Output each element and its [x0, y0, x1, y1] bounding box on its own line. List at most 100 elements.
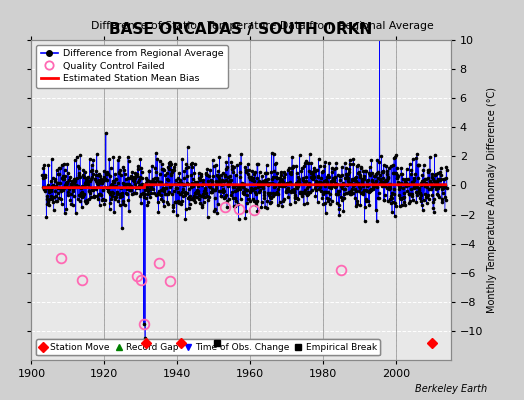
Point	[230, 163, 238, 170]
Point	[364, 181, 372, 188]
Point	[196, 192, 205, 199]
Point	[364, 170, 373, 176]
Point	[190, 160, 199, 167]
Point	[189, 195, 197, 202]
Point	[307, 175, 315, 182]
Point	[115, 154, 123, 160]
Point	[442, 175, 450, 181]
Point	[91, 176, 100, 182]
Point	[346, 191, 354, 197]
Point	[173, 175, 182, 182]
Point	[310, 174, 319, 181]
Point	[249, 186, 258, 192]
Point	[418, 172, 427, 178]
Point	[193, 182, 202, 189]
Point	[160, 187, 169, 193]
Point	[335, 212, 343, 219]
Point	[355, 183, 364, 189]
Point	[192, 190, 200, 196]
Point	[238, 182, 246, 189]
Point	[47, 192, 56, 199]
Point	[418, 202, 426, 208]
Point	[135, 184, 143, 191]
Point	[357, 177, 366, 184]
Point	[147, 184, 155, 190]
Point	[351, 186, 359, 192]
Point	[432, 186, 441, 192]
Point	[221, 172, 230, 178]
Point	[198, 202, 206, 208]
Point	[39, 175, 47, 182]
Point	[192, 187, 201, 194]
Point	[342, 165, 351, 171]
Point	[126, 187, 135, 193]
Point	[68, 179, 76, 186]
Point	[134, 166, 143, 173]
Point	[376, 172, 385, 178]
Point	[108, 178, 117, 184]
Point	[79, 192, 88, 199]
Point	[154, 198, 162, 205]
Point	[439, 190, 447, 196]
Point	[222, 159, 231, 166]
Point	[132, 190, 140, 196]
Point	[326, 191, 334, 197]
Point	[360, 187, 368, 193]
Point	[196, 176, 204, 183]
Point	[342, 175, 350, 182]
Point	[166, 162, 174, 168]
Point	[184, 205, 193, 211]
Point	[133, 184, 141, 190]
Point	[403, 181, 411, 187]
Point	[42, 201, 51, 207]
Point	[56, 180, 64, 186]
Point	[71, 176, 79, 182]
Point	[189, 176, 197, 182]
Point	[43, 193, 51, 200]
Point	[422, 194, 430, 200]
Point	[220, 194, 228, 201]
Point	[413, 162, 422, 168]
Point	[242, 167, 250, 173]
Point	[190, 192, 198, 199]
Point	[420, 177, 429, 184]
Point	[145, 178, 153, 184]
Point	[137, 191, 145, 197]
Point	[374, 175, 383, 181]
Point	[329, 178, 337, 184]
Point	[162, 184, 170, 191]
Point	[89, 170, 97, 177]
Point	[43, 182, 52, 188]
Point	[440, 183, 448, 190]
Point	[54, 190, 62, 196]
Point	[149, 179, 158, 185]
Point	[239, 189, 247, 196]
Point	[286, 201, 294, 207]
Point	[235, 183, 243, 189]
Point	[159, 167, 168, 174]
Point	[232, 172, 240, 178]
Point	[277, 169, 285, 175]
Point	[51, 176, 59, 182]
Point	[107, 182, 115, 189]
Point	[123, 186, 131, 192]
Point	[123, 181, 132, 188]
Legend: Station Move, Record Gap, Time of Obs. Change, Empirical Break: Station Move, Record Gap, Time of Obs. C…	[36, 339, 380, 356]
Point	[56, 185, 64, 191]
Point	[157, 179, 166, 185]
Point	[74, 165, 83, 171]
Point	[148, 163, 156, 169]
Point	[108, 189, 116, 195]
Point	[40, 186, 48, 193]
Point	[264, 190, 272, 196]
Point	[293, 185, 301, 191]
Point	[199, 191, 208, 198]
Point	[227, 159, 235, 165]
Point	[46, 185, 54, 192]
Point	[431, 172, 439, 178]
Point	[388, 194, 396, 201]
Point	[53, 180, 62, 186]
Point	[156, 158, 164, 164]
Point	[320, 183, 329, 190]
Point	[369, 183, 378, 189]
